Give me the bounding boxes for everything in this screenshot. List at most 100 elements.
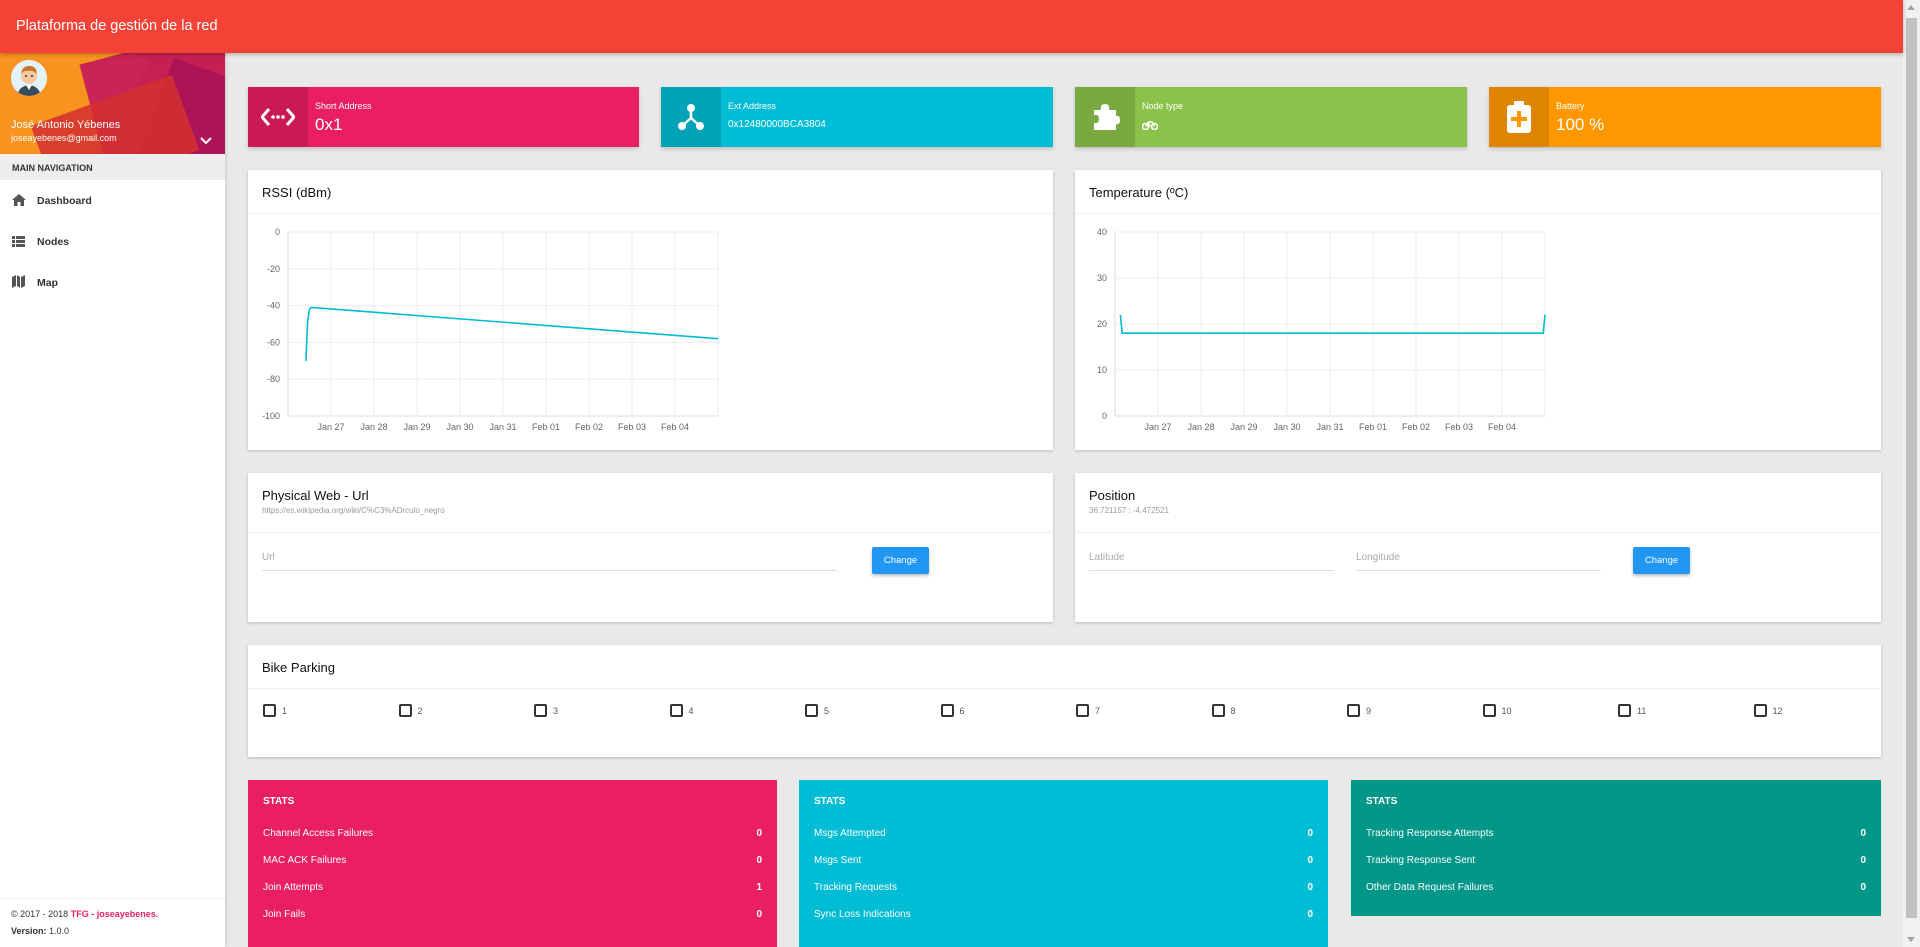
x-tick-label: Feb 01 <box>532 422 560 432</box>
checkbox[interactable] <box>1618 704 1631 717</box>
temperature-chart: 40 30 20 10 0 Jan 27 Jan 28 Jan 29 Jan 30 Jan 31 F… <box>1097 227 1546 432</box>
stats-box-network: STATS Channel Access Failures 0 MAC ACK Fai… <box>248 780 777 947</box>
battery-icon <box>1489 87 1549 147</box>
y-tick-label: 0 <box>1102 411 1107 421</box>
temperature-card: Temperature (ºC) 40 30 20 10 0 Jan 27 Jan 28 Ja… <box>1075 170 1881 450</box>
stat-row: Join Attempts 1 <box>263 882 762 893</box>
sidebar-item-map[interactable]: Map <box>0 262 225 303</box>
x-tick-label: Jan 27 <box>1144 422 1171 432</box>
y-tick-label: -80 <box>267 374 280 384</box>
y-tick-label: -40 <box>267 301 280 311</box>
stat-label: Tracking Response Attempts <box>1366 828 1494 839</box>
stat-label: Tracking Response Sent <box>1366 855 1476 866</box>
version-label: Version: <box>11 926 47 936</box>
stat-row: MAC ACK Failures 0 <box>263 855 762 866</box>
y-tick-label: -100 <box>262 411 280 421</box>
checkbox-label: 4 <box>688 706 694 716</box>
x-tick-label: Jan 30 <box>1273 422 1300 432</box>
sidebar-item-label: Dashboard <box>37 195 92 207</box>
home-icon <box>12 193 26 211</box>
checkbox-label: 5 <box>824 706 830 716</box>
scroll-down-arrow-icon[interactable] <box>1907 937 1915 942</box>
checkbox[interactable] <box>1076 704 1089 717</box>
scroll-up-arrow-icon[interactable] <box>1907 5 1915 10</box>
stat-label: Sync Loss Indications <box>814 909 911 920</box>
scroll-thumb[interactable] <box>1906 18 1917 918</box>
card-title: Temperature (ºC) <box>1089 185 1189 200</box>
checkbox[interactable] <box>1753 704 1767 717</box>
checkbox[interactable] <box>1347 704 1360 717</box>
x-tick-label: Jan 27 <box>317 422 344 432</box>
sidebar-item-dashboard[interactable]: Dashboard <box>0 180 225 221</box>
top-bar: Plataforma de gestión de la red <box>0 0 1903 53</box>
checkbox[interactable] <box>1211 704 1225 717</box>
info-box-label: Short Address <box>315 101 372 111</box>
footer-brand-link[interactable]: TFG - joseayebenes. <box>70 909 159 919</box>
x-tick-label: Jan 31 <box>489 422 516 432</box>
stat-row: Msgs Attempted 0 <box>814 828 1313 839</box>
chevron-down-icon[interactable] <box>200 132 212 150</box>
x-tick-label: Jan 28 <box>1187 422 1214 432</box>
checkbox-label: 1 <box>282 706 288 716</box>
x-tick-label: Jan 30 <box>446 422 473 432</box>
bicycle-icon <box>1141 120 1159 133</box>
bike-parking-card: Bike Parking 1 2 3 4 5 6 7 8 9 10 11 12 <box>248 645 1881 757</box>
stat-value: 0 <box>1307 855 1313 866</box>
stat-value: 0 <box>756 828 762 839</box>
stat-value: 0 <box>1860 882 1866 893</box>
battery-value: 100 % <box>1556 115 1605 134</box>
stat-label: Tracking Requests <box>814 882 897 893</box>
sidebar: José Antonio Yébenes joseayebenes@gmail.… <box>0 53 225 947</box>
url-input[interactable]: Url <box>262 552 837 571</box>
ext-address-value: 0x12480000BCA3804 <box>728 119 826 130</box>
checkbox[interactable] <box>534 704 547 717</box>
x-tick-label: Feb 04 <box>1488 422 1516 432</box>
checkbox-label: 9 <box>1366 706 1372 716</box>
latitude-input[interactable]: Latitude <box>1089 552 1334 571</box>
user-email: joseayebenes@gmail.com <box>11 133 117 143</box>
card-title: Position <box>1089 488 1136 503</box>
checkbox-label: 11 <box>1637 706 1647 716</box>
sidebar-item-nodes[interactable]: Nodes <box>0 221 225 262</box>
checkbox[interactable] <box>1482 704 1496 717</box>
checkbox[interactable] <box>398 704 412 717</box>
stat-value: 0 <box>756 855 762 866</box>
checkbox[interactable] <box>263 704 276 717</box>
y-tick-label: 30 <box>1097 273 1107 283</box>
checkbox-label: 8 <box>1230 706 1236 716</box>
change-position-button[interactable]: Change <box>1633 547 1690 574</box>
footer: © 2017 - 2018 TFG - joseayebenes. Versio… <box>0 898 225 936</box>
longitude-input[interactable]: Longitude <box>1356 552 1601 571</box>
stat-value: 0 <box>1307 882 1313 893</box>
physical-web-card: Physical Web - Url https://es.wikipedia.… <box>248 473 1053 622</box>
x-tick-label: Jan 29 <box>1230 422 1257 432</box>
sidebar-item-label: Nodes <box>37 236 70 248</box>
info-box-label: Node type <box>1142 101 1184 111</box>
y-tick-label: 10 <box>1097 365 1107 375</box>
checkbox[interactable] <box>805 704 818 717</box>
checkbox-label: 7 <box>1095 706 1101 716</box>
checkbox[interactable] <box>940 704 954 717</box>
card-title: Bike Parking <box>262 660 335 675</box>
checkbox-label: 2 <box>417 706 423 716</box>
current-url: https://es.wikipedia.org/wiki/C%C3%ADrcu… <box>262 506 445 515</box>
vertical-scrollbar[interactable] <box>1903 0 1920 947</box>
info-box-battery: Battery 100 % <box>1489 87 1881 147</box>
stat-row: Tracking Response Sent 0 <box>1366 855 1866 866</box>
current-position: 36.721157 : -4.472521 <box>1089 506 1169 515</box>
stat-label: Other Data Request Failures <box>1366 882 1494 893</box>
stat-label: Join Attempts <box>263 882 324 893</box>
stats-header: STATS <box>1366 796 1398 807</box>
avatar <box>11 60 47 96</box>
x-tick-label: Jan 29 <box>403 422 430 432</box>
stats-box-messages: STATS Msgs Attempted 0 Msgs Sent 0 Tracking R… <box>799 780 1328 947</box>
change-url-button[interactable]: Change <box>872 547 929 574</box>
stat-row: Other Data Request Failures 0 <box>1366 882 1866 893</box>
stats-box-tracking: STATS Tracking Response Attempts 0 Tracking… <box>1351 780 1881 916</box>
checkbox[interactable] <box>669 704 683 717</box>
stat-value: 0 <box>1860 855 1866 866</box>
y-tick-label: 0 <box>275 227 280 237</box>
code-icon <box>248 87 308 147</box>
version-value: 1.0.0 <box>49 926 70 936</box>
y-tick-label: 20 <box>1097 319 1107 329</box>
